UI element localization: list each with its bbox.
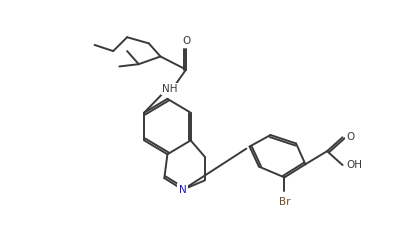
Text: OH: OH bbox=[347, 160, 362, 170]
Text: Br: Br bbox=[279, 197, 290, 207]
Text: O: O bbox=[347, 132, 355, 142]
Text: O: O bbox=[182, 36, 190, 46]
Text: N: N bbox=[179, 185, 187, 195]
Text: NH: NH bbox=[162, 84, 177, 94]
